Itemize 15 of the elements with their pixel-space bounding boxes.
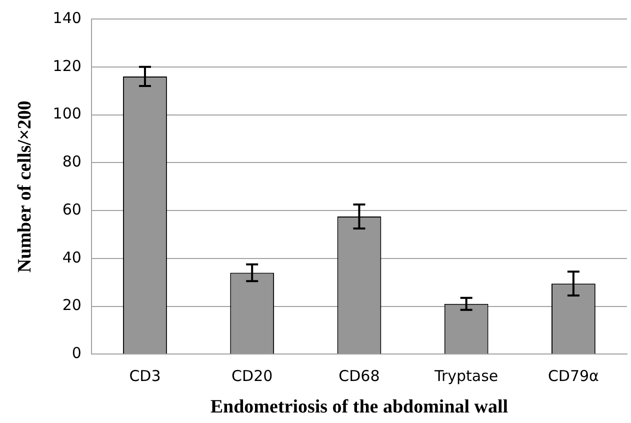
y-tick-label: 40 bbox=[62, 248, 82, 266]
y-tick-label: 20 bbox=[62, 296, 82, 314]
y-tick-label: 80 bbox=[62, 152, 82, 171]
x-tick-label: Tryptase bbox=[434, 367, 498, 386]
x-tick-label: CD3 bbox=[129, 367, 161, 386]
y-tick-label: 100 bbox=[52, 104, 82, 123]
y-tick-label: 140 bbox=[52, 8, 82, 27]
x-tick-label: CD20 bbox=[232, 367, 273, 386]
y-tick-label: 60 bbox=[62, 200, 82, 218]
y-tick-label: 120 bbox=[52, 56, 82, 75]
x-axis-title: Endometriosis of the abdominal wall bbox=[210, 396, 508, 418]
y-axis-title: Number of cells/×200 bbox=[14, 100, 36, 273]
x-tick-label: CD68 bbox=[338, 367, 380, 386]
x-tick-label: CD79α bbox=[548, 367, 600, 386]
y-tick-label: 0 bbox=[72, 344, 82, 362]
